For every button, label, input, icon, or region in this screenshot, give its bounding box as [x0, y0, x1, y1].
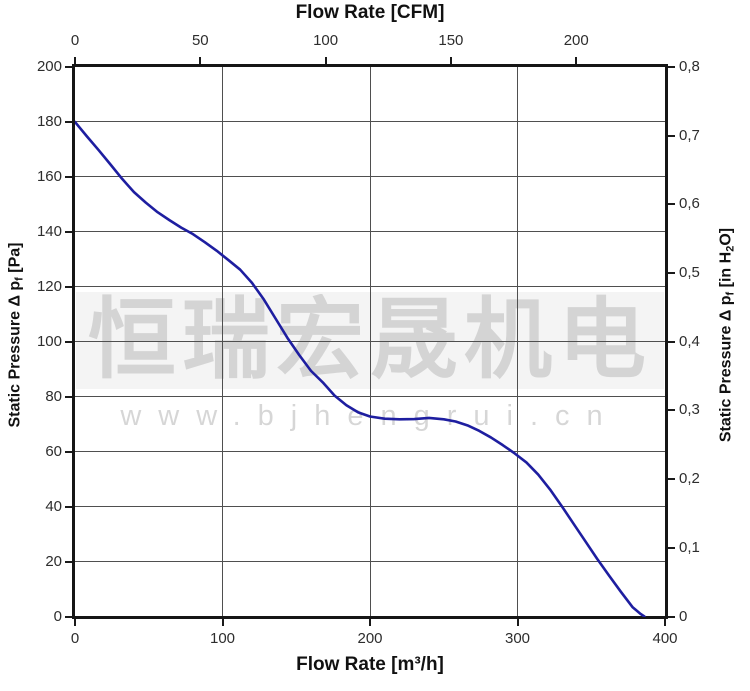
left-axis-tick-label: 180	[36, 112, 62, 130]
right-axis-tick-label: 0,4	[679, 332, 700, 350]
left-axis-tick	[65, 505, 72, 508]
left-axis-tick	[65, 230, 72, 233]
left-axis-title-text: Static Pressure Δ p	[6, 280, 24, 428]
right-axis-title-subscript: f	[724, 291, 737, 296]
right-axis-tick	[668, 272, 675, 275]
top-axis-tick	[324, 57, 327, 64]
right-axis-tick	[668, 203, 675, 206]
left-axis-tick	[65, 450, 72, 453]
left-axis-tick-label: 120	[36, 277, 62, 295]
right-axis-tick-label: 0	[679, 607, 688, 625]
bottom-axis-tick-label: 0	[70, 630, 80, 647]
left-axis-tick	[65, 175, 72, 178]
left-axis-tick	[65, 560, 72, 563]
top-axis-tick-label: 100	[313, 32, 339, 49]
top-axis-tick-label: 200	[563, 32, 589, 49]
right-axis-tick	[668, 478, 675, 481]
left-axis-tick-label: 100	[36, 332, 62, 350]
left-axis-tick-label: 140	[36, 222, 62, 240]
left-axis-tick-label: 80	[45, 387, 62, 405]
v-gridline	[369, 67, 371, 617]
bottom-axis-tick-label: 400	[652, 630, 678, 647]
v-gridline	[517, 67, 518, 617]
left-axis-tick-label: 160	[36, 167, 62, 185]
right-axis-tick-label: 0,6	[679, 195, 700, 213]
right-axis-tick	[668, 409, 675, 412]
left-axis-tick-label: 0	[53, 607, 62, 625]
pressure-curve	[75, 67, 665, 617]
right-axis-title-text: Static Pressure Δ p	[717, 295, 735, 443]
bottom-axis-tick-label: 100	[209, 630, 236, 647]
top-axis-tick-label: 0	[70, 32, 80, 49]
bottom-axis-tick	[369, 619, 371, 626]
right-axis-tick	[668, 134, 675, 137]
bottom-axis-tick	[664, 619, 666, 626]
left-axis-tick	[65, 66, 72, 68]
top-axis-tick-label: 150	[438, 32, 464, 49]
right-axis-tick	[668, 546, 675, 549]
right-axis-tick-label: 0,1	[679, 538, 700, 556]
right-axis-tick	[668, 615, 675, 618]
right-axis-title-unit-close: O]	[717, 227, 735, 246]
right-axis-title-subscript2: 2	[724, 245, 737, 252]
left-axis-tick-label: 60	[45, 442, 62, 460]
left-axis-tick	[65, 120, 72, 123]
top-axis-tick-label: 50	[191, 32, 209, 49]
top-axis-tick	[575, 57, 578, 64]
left-axis-tick-label: 200	[36, 58, 62, 75]
bottom-axis-tick-label: 300	[504, 630, 531, 647]
watermark-company-text: 恒瑞宏晟机电	[87, 294, 652, 386]
right-axis-tick-label: 0,3	[679, 401, 700, 419]
bottom-axis-tick	[516, 619, 519, 626]
left-axis-title-subscript: f	[13, 277, 26, 281]
left-axis-title-unit: [Pa]	[6, 242, 24, 278]
bottom-axis-tick	[74, 619, 76, 626]
bottom-axis-title: Flow Rate [m³/h]	[296, 654, 444, 675]
left-axis-tick	[65, 615, 72, 618]
watermark-url-text: www.bjhengrui.cn	[120, 400, 620, 432]
top-axis-title: Flow Rate [CFM]	[295, 2, 445, 23]
right-axis-title-unit-open: [in H	[717, 251, 735, 292]
right-axis-tick-label: 0,7	[679, 126, 700, 144]
top-axis-tick	[199, 57, 202, 64]
right-axis-tick-label: 0,5	[679, 264, 700, 282]
top-axis-tick	[449, 57, 452, 64]
bottom-axis-tick-label: 200	[357, 630, 383, 647]
bottom-axis-tick	[221, 619, 224, 626]
top-axis-tick	[74, 57, 76, 64]
right-axis-tick-label: 0,2	[679, 470, 700, 488]
left-axis-tick-label: 40	[45, 497, 62, 515]
left-axis-tick	[65, 285, 72, 288]
plot-frame	[72, 64, 668, 619]
v-gridline	[222, 67, 223, 617]
right-axis-tick	[668, 66, 675, 68]
right-axis-tick	[668, 340, 675, 343]
left-axis-tick-label: 20	[45, 552, 62, 570]
right-axis-tick-label: 0,8	[679, 58, 700, 75]
left-axis-tick	[65, 395, 72, 398]
left-axis-tick	[65, 340, 72, 343]
